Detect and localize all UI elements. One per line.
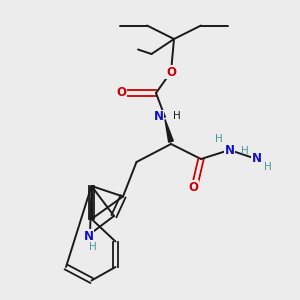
Text: N: N xyxy=(224,143,235,157)
Polygon shape xyxy=(165,119,173,142)
Text: N: N xyxy=(154,110,164,124)
Text: H: H xyxy=(215,134,223,145)
Text: O: O xyxy=(188,181,199,194)
Text: H: H xyxy=(241,146,249,157)
Text: N: N xyxy=(83,230,94,243)
Text: O: O xyxy=(166,65,176,79)
Text: H: H xyxy=(173,110,181,121)
Text: H: H xyxy=(89,242,97,253)
Text: O: O xyxy=(116,86,127,100)
Text: H: H xyxy=(264,162,272,172)
Text: N: N xyxy=(251,152,262,166)
